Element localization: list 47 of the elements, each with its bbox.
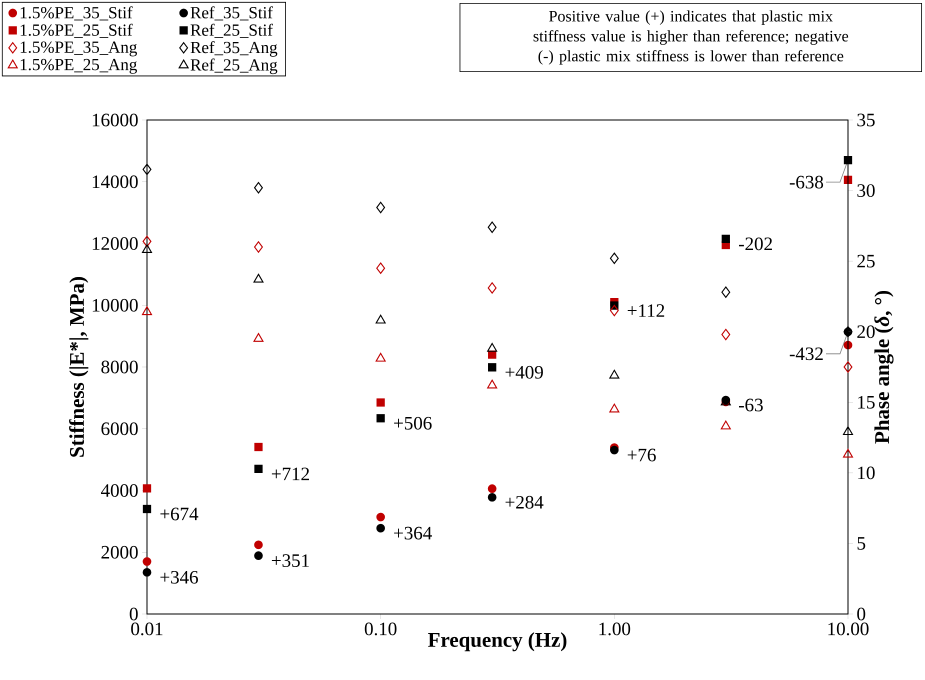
y-tick-label: 12000 [92,237,138,250]
y2-tick-label: 25 [857,254,875,268]
legend-label: 1.5%PE_35_Ang [20,41,137,56]
x-tick-label: 1.00 [599,622,630,636]
legend-label: Ref_25_Ang [190,58,278,74]
y2-tick-label: 35 [857,114,875,126]
y-axis-title: Stiffness (|E*|, MPa) [69,277,88,457]
legend-label: Ref_35_Stif [190,6,273,20]
y-tick-label: 2000 [101,546,138,559]
legend-label: Ref_35_Ang [190,41,278,57]
annotation: +364 [394,526,432,540]
legend-label: 1.5%PE_25_Stif [20,24,133,38]
annotation: +712 [272,468,309,480]
annotation: -638 [790,176,824,189]
x-tick-label: 10.00 [828,622,869,636]
y2-tick-label: 0 [857,608,866,620]
annotation: +346 [160,570,198,584]
legend-label: Ref_25_Stif [190,24,273,38]
y2-tick-label: 15 [858,396,875,409]
legend-label: 1.5%PE_25_Ang [20,58,137,74]
y2-tick-label: 30 [857,184,875,197]
y2-axis-title: Phase angle (δ, °) [874,290,894,444]
y2-tick-label: 20 [857,325,875,338]
legend-label: 1.5%PE_35_Stif [20,6,133,20]
x-tick-label: 0.01 [131,622,162,636]
y-tick-label: 16000 [92,114,138,126]
y-tick-label: 10000 [92,298,138,312]
annotation: +284 [506,496,544,509]
y-tick-label: 6000 [101,422,138,436]
annotation: +674 [160,508,198,520]
text: Positive value (+) indicates that plastic mix stiffness value is higher than reference; negative (-) plastic mix stiffness is lower than reference [534,10,848,65]
y-tick-label: 8000 [101,360,138,374]
y-tick-label: 14000 [92,175,138,188]
annotation: +76 [628,448,656,462]
annotation: -202 [739,237,772,250]
annotation: +506 [394,416,432,430]
annotation: +112 [628,304,664,317]
annotation: +351 [272,554,309,567]
annotation: +409 [506,366,543,379]
y2-tick-label: 10 [858,466,875,480]
y2-tick-label: 5 [858,537,866,550]
x-axis-title: Frequency (Hz) [428,632,566,652]
y-tick-label: 4000 [101,484,138,497]
annotation: -63 [739,398,763,412]
annotation: -432 [790,347,823,360]
x-tick-label: 0.10 [364,622,396,636]
y-tick-label: 0 [130,608,138,620]
